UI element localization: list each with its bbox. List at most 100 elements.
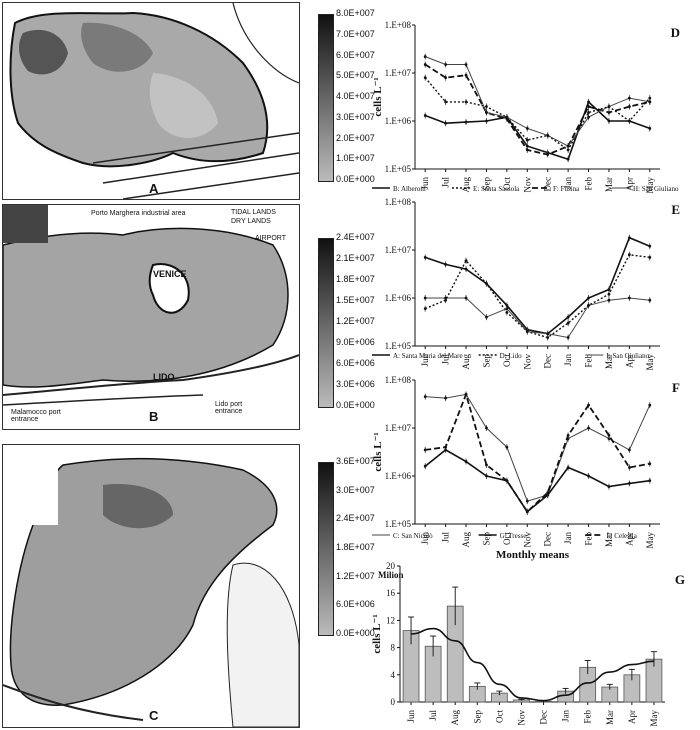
legend-entry: B: Alberoni [393, 185, 426, 193]
data-point [505, 311, 509, 314]
x-tick-label: Oct [502, 354, 512, 367]
series-line-3 [425, 56, 650, 147]
legend-entry: H: San Giuliano [633, 185, 679, 193]
data-point [485, 315, 488, 319]
data-point [423, 464, 427, 468]
y-tick-label: 1.E+05 [385, 341, 412, 351]
y-axis-label: cells L⁻¹ [371, 614, 383, 653]
y-unit-label: Milion [378, 570, 404, 580]
data-point [587, 111, 590, 114]
legend-tidal-lands: TIDAL LANDS [231, 209, 276, 216]
data-point [464, 100, 468, 104]
x-tick-label: Jan [561, 710, 571, 722]
data-point [648, 479, 652, 483]
x-tick-label: Jun [406, 710, 416, 723]
panel-letter-a: A [149, 181, 159, 196]
trend-curve [411, 627, 654, 702]
legend-entry: L: Celestia [606, 532, 637, 540]
data-point [566, 315, 570, 319]
colorbar-a [318, 14, 334, 182]
colorbar-tick-label: 0.0E+000 [336, 628, 375, 638]
x-tick-label: Oct [502, 532, 512, 545]
lagoon-map-south [3, 445, 299, 727]
data-point [444, 76, 448, 80]
data-point [464, 63, 468, 66]
data-point [423, 63, 427, 66]
data-point [464, 120, 468, 124]
x-tick-label: Nov [522, 354, 532, 370]
y-tick-label: 1.E+07 [385, 68, 412, 78]
data-point [423, 307, 427, 311]
data-point [587, 426, 590, 430]
panel-letter-c: C [149, 708, 159, 723]
data-point [505, 307, 509, 311]
data-point [648, 403, 652, 407]
colorbar-tick-label: 3.0E+006 [336, 379, 375, 389]
colorbar-tick-label: 2.0E+007 [336, 132, 375, 143]
x-tick-label: May [645, 177, 655, 194]
chart-panel-letter: F [672, 380, 680, 395]
x-tick-label: Dec [543, 177, 553, 192]
legend-entry: C: San Nicolò [393, 532, 433, 540]
data-point [587, 115, 590, 119]
data-point [627, 482, 631, 485]
data-point [485, 111, 488, 114]
data-point [587, 100, 590, 104]
map-label-lido-entrance: Lido port entrance [215, 401, 243, 415]
colorbar-tick-label: 6.0E+007 [336, 49, 375, 60]
x-tick-label: Jan [563, 177, 573, 189]
data-point [423, 296, 427, 300]
data-point [423, 114, 427, 117]
colorbar-tick-label: 3.0E+007 [336, 111, 375, 122]
x-tick-label: Feb [584, 354, 594, 368]
colorbar-tick-label: 3.0E+007 [336, 484, 375, 495]
panel-letter-b: B [149, 409, 159, 424]
colorbar-tick-label: 4.0E+007 [336, 91, 375, 101]
data-point [485, 426, 488, 430]
data-point [648, 244, 652, 248]
y-tick-label: 1.E+08 [385, 197, 412, 207]
y-tick-label: 1.E+06 [385, 471, 412, 481]
x-tick-label: Jun [420, 532, 430, 545]
x-tick-label: May [649, 710, 659, 727]
data-point [587, 304, 590, 307]
data-point [525, 138, 529, 142]
series-line-0 [424, 236, 651, 335]
data-point [423, 395, 427, 399]
map-panel-a: A [2, 2, 300, 200]
charts-column: D Jun Jul Aug Sep Oct Nov Dec Jan Feb Mar Apr May cel… [371, 20, 685, 727]
colorbar-tick-label: 2.4E+007 [336, 232, 375, 242]
colorbar-tick-label: 1.8E+007 [336, 274, 375, 284]
x-tick-label: May [645, 354, 655, 371]
data-point [546, 491, 550, 495]
map-label-malamocco-entrance: Malamocco port entrance [11, 409, 61, 423]
chart-panel-letter: D [671, 25, 680, 40]
data-point [444, 396, 448, 400]
data-point [525, 330, 529, 333]
data-point [627, 119, 631, 123]
data-point [648, 462, 652, 466]
data-point [607, 111, 611, 114]
data-point [627, 296, 631, 300]
data-point [627, 96, 631, 100]
y-tick-label: 1.E+06 [385, 116, 412, 126]
x-tick-label: Aug [461, 532, 471, 548]
series-line-2 [424, 63, 650, 156]
y-tick-label: 12 [386, 615, 395, 625]
data-point [627, 236, 631, 240]
x-tick-label: Nov [522, 532, 532, 548]
map-label-venice: VENICE [153, 269, 187, 279]
y-axis-label: cells L⁻¹ [372, 77, 384, 116]
colorbar-tick-label: 6.0E+006 [336, 358, 375, 368]
x-tick-label: Jun [420, 177, 430, 190]
legend-entry: D: Lido [500, 352, 522, 360]
y-tick-label: 1.E+07 [385, 245, 412, 255]
lagoon-map-north [3, 3, 299, 199]
colorbar-tick-label: 7.0E+007 [336, 28, 375, 39]
x-tick-label: Apr [627, 710, 637, 724]
x-tick-label: Apr [624, 354, 634, 368]
y-axis-label: cells L⁻¹ [372, 432, 384, 471]
data-point [505, 479, 509, 483]
legend-dry-lands: DRY LANDS [231, 218, 271, 225]
data-point [464, 296, 468, 300]
